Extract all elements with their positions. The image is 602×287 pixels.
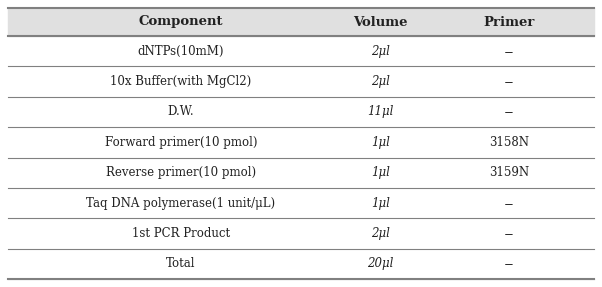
Text: 1μl: 1μl — [371, 136, 389, 149]
Text: Primer: Primer — [483, 15, 535, 28]
Text: −: − — [504, 197, 514, 210]
Text: 2μl: 2μl — [371, 227, 389, 240]
Text: 1st PCR Product: 1st PCR Product — [132, 227, 230, 240]
Text: −: − — [504, 227, 514, 240]
Text: Component: Component — [138, 15, 223, 28]
Text: 3158N: 3158N — [489, 136, 529, 149]
Bar — [8, 8, 594, 36]
Text: Total: Total — [166, 257, 196, 270]
Text: −: − — [504, 257, 514, 270]
Text: dNTPs(10mM): dNTPs(10mM) — [138, 45, 224, 58]
Text: −: − — [504, 45, 514, 58]
Text: 2μl: 2μl — [371, 45, 389, 58]
Text: −: − — [504, 105, 514, 119]
Text: 2μl: 2μl — [371, 75, 389, 88]
Text: 20μl: 20μl — [367, 257, 393, 270]
Text: −: − — [504, 75, 514, 88]
Text: Reverse primer(10 pmol): Reverse primer(10 pmol) — [106, 166, 256, 179]
Text: Forward primer(10 pmol): Forward primer(10 pmol) — [105, 136, 257, 149]
Text: 11μl: 11μl — [367, 105, 393, 119]
Text: Volume: Volume — [353, 15, 408, 28]
Text: 3159N: 3159N — [489, 166, 529, 179]
Text: D.W.: D.W. — [167, 105, 194, 119]
Text: 1μl: 1μl — [371, 166, 389, 179]
Text: 10x Buffer(with MgCl2): 10x Buffer(with MgCl2) — [110, 75, 252, 88]
Text: Taq DNA polymerase(1 unit/μL): Taq DNA polymerase(1 unit/μL) — [86, 197, 276, 210]
Text: 1μl: 1μl — [371, 197, 389, 210]
